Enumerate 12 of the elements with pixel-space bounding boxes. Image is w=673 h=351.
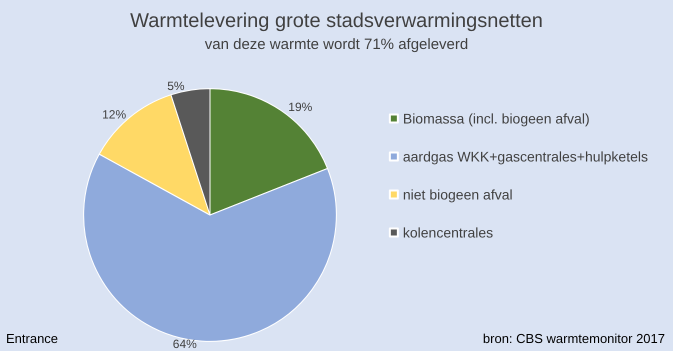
chart-title: Warmtelevering grote stadsverwarmingsnetten xyxy=(130,10,543,32)
text: bron: CBS warmtemonitor 2017 xyxy=(482,331,666,346)
data-label: 12% xyxy=(102,107,126,122)
legend-label: niet biogeen afval xyxy=(402,186,513,202)
legend-label: Biomassa (incl. biogeen afval) xyxy=(402,110,590,126)
text: Entrance xyxy=(6,331,58,346)
legend-label: aardgas WKK+gascentrales+hulpketels xyxy=(402,148,648,164)
chart-subtitle: van deze warmte wordt 71% afgeleverd xyxy=(204,36,468,53)
data-label: 64% xyxy=(172,337,198,351)
legend-label: kolencentrales xyxy=(402,224,494,240)
data-label: 5% xyxy=(167,79,185,94)
data-label: 19% xyxy=(288,100,313,114)
